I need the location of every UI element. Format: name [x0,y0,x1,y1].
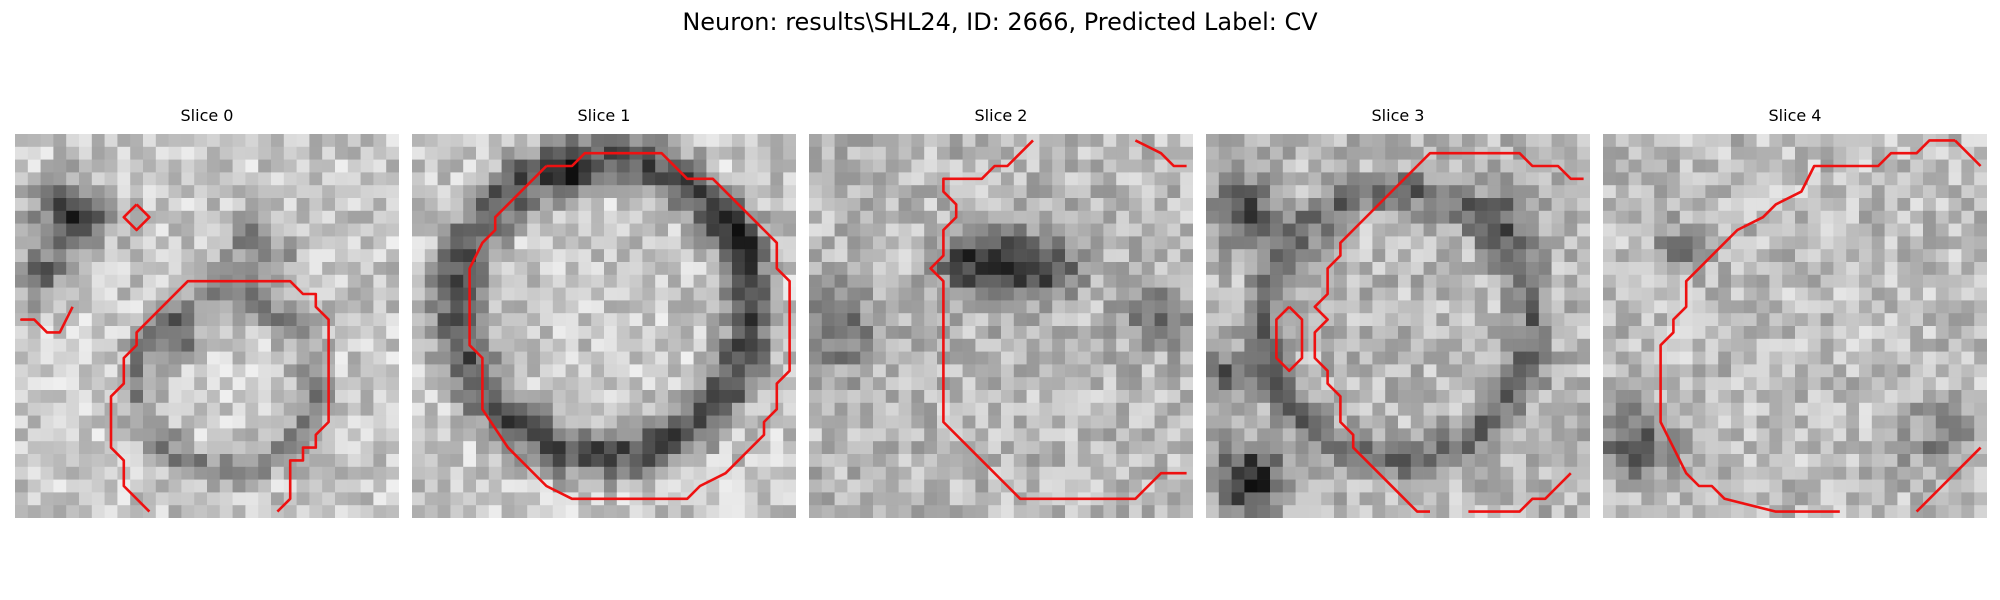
segmentation-contour [109,279,330,513]
segmentation-contour [1313,165,1430,513]
segmentation-contour [1954,139,1982,167]
microscopy-image [809,134,1193,518]
microscopy-image [412,134,796,518]
slice-title: Slice 4 [1768,106,1822,125]
segmentation-contour [1915,446,1982,513]
segmentation-contour [1416,151,1584,181]
segmentation-contour [929,139,1187,501]
slice-title: Slice 0 [180,106,234,125]
segmentation-contour [122,203,151,232]
segmentation-contour [1659,139,1955,513]
segmentation-contour [1275,305,1304,373]
figure-title: Neuron: results\SHL24, ID: 2666, Predict… [682,8,1318,36]
segmentation-contour [1468,472,1572,513]
microscopy-image [15,134,399,518]
segmentation-contour [468,151,791,501]
segmentation-contour [1134,139,1187,168]
microscopy-image [1603,134,1987,518]
slice-title: Slice 3 [1371,106,1425,125]
microscopy-image [1206,134,1590,518]
segmentation-contour [20,306,74,334]
slice-title: Slice 1 [577,106,631,125]
slice-title: Slice 2 [974,106,1028,125]
